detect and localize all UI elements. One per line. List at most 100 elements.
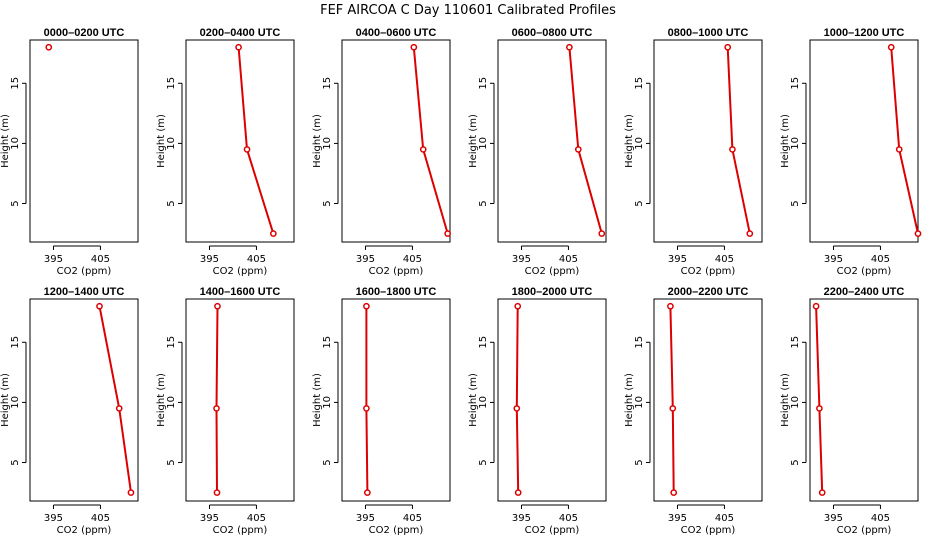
y-tick-label: 10 [322,396,333,409]
x-axis-label: CO2 (ppm) [213,525,268,536]
data-point [513,405,521,412]
x-tick-label: 405 [715,254,734,265]
co2-profile-line [726,47,751,234]
data-point [115,405,123,412]
plot-frame [653,298,763,502]
y-axis-label: Height (m) [312,114,323,168]
y-tick-label: 15 [322,336,333,349]
x-tick-label: 395 [200,254,219,265]
co2-profile-line [215,306,219,493]
y-axis: 5 10 15 [790,336,807,466]
x-tick-label: 395 [44,513,63,524]
x-axis: 395 405 [824,245,890,265]
x-tick-label: 395 [824,513,843,524]
x-tick-label: 395 [512,513,531,524]
x-tick-label: 395 [824,254,843,265]
plot-frame [185,298,295,502]
plot-frame [653,39,763,243]
y-axis: 5 10 15 [10,336,27,466]
x-axis: 395 405 [200,504,266,524]
y-axis-label: Height (m) [780,114,791,168]
x-axis-label: CO2 (ppm) [837,266,892,277]
y-tick-label: 10 [790,396,801,409]
co2-profile-line [365,306,369,493]
panel-title: 1000–1200 UTC [824,27,905,39]
data-point [895,146,903,153]
x-axis: 395 405 [44,245,110,265]
data-point [818,489,826,496]
x-tick-label: 405 [247,513,266,524]
y-tick-label: 5 [166,459,177,465]
y-axis: 5 10 15 [478,77,495,207]
data-point [96,302,103,310]
x-axis: 395 405 [668,245,734,265]
x-axis-label: CO2 (ppm) [213,266,268,277]
y-tick-label: 10 [634,396,645,409]
data-point [669,405,677,412]
x-axis: 395 405 [824,504,890,524]
x-axis: 395 405 [200,245,266,265]
plot-frame [341,298,451,502]
co2-profile-line [568,47,603,234]
x-tick-label: 395 [356,254,375,265]
y-tick-label: 10 [478,396,489,409]
y-axis: 5 10 15 [166,77,183,207]
co2-profile-line [412,47,449,234]
x-tick-label: 405 [559,513,578,524]
plot-frame [497,39,607,243]
x-axis: 395 405 [512,504,578,524]
y-tick-label: 10 [478,137,489,150]
data-point [724,43,732,51]
y-tick-label: 5 [322,459,333,465]
y-tick-label: 5 [166,200,177,206]
x-axis-label: CO2 (ppm) [369,266,424,277]
x-axis-label: CO2 (ppm) [57,266,112,277]
x-axis-label: CO2 (ppm) [57,525,112,536]
y-tick-label: 15 [166,336,177,349]
y-tick-label: 15 [634,77,645,90]
x-axis-label: CO2 (ppm) [525,266,580,277]
data-point [887,43,895,51]
panel-title: 1600–1800 UTC [356,286,437,298]
data-point [364,489,371,496]
x-axis-label: CO2 (ppm) [369,525,424,536]
y-axis-label: Height (m) [0,114,11,168]
plot-frame [29,39,139,243]
x-tick-label: 405 [715,513,734,524]
x-tick-label: 405 [871,254,890,265]
y-axis-label: Height (m) [624,114,635,168]
y-tick-label: 5 [10,200,21,206]
panel-title: 2200–2400 UTC [824,286,905,298]
y-axis: 5 10 15 [322,336,339,466]
y-axis-label: Height (m) [624,373,635,427]
y-tick-label: 15 [790,336,801,349]
data-point [243,146,251,153]
y-tick-label: 15 [634,336,645,349]
x-tick-label: 405 [871,513,890,524]
data-point [598,230,606,237]
y-tick-label: 10 [10,137,21,150]
data-point [812,302,820,310]
x-tick-label: 405 [247,254,266,265]
data-point [574,146,582,153]
x-axis-label: CO2 (ppm) [837,525,892,536]
x-tick-label: 395 [44,254,63,265]
data-point [363,302,370,310]
x-axis: 395 405 [668,504,734,524]
panel-title: 0800–1000 UTC [668,27,749,39]
x-tick-label: 395 [668,513,687,524]
panel-title: 1200–1400 UTC [44,286,125,298]
data-point [214,302,221,310]
y-tick-label: 5 [790,200,801,206]
x-tick-label: 395 [668,254,687,265]
y-tick-label: 10 [634,137,645,150]
